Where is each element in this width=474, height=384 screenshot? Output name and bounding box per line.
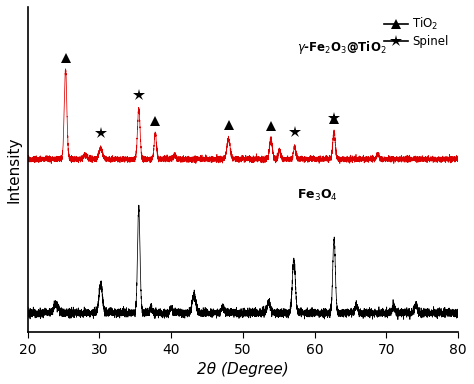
Y-axis label: Intensity: Intensity <box>7 136 22 203</box>
Text: Fe$_3$O$_4$: Fe$_3$O$_4$ <box>297 188 337 204</box>
Text: $\gamma$-Fe$_2$O$_3$@TiO$_2$: $\gamma$-Fe$_2$O$_3$@TiO$_2$ <box>297 39 386 56</box>
X-axis label: 2θ (Degree): 2θ (Degree) <box>197 362 289 377</box>
Legend: TiO$_2$, Spinel: TiO$_2$, Spinel <box>381 13 452 52</box>
